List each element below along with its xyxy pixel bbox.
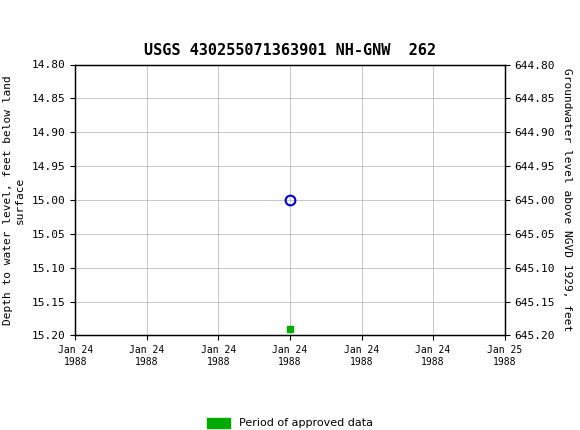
Legend: Period of approved data: Period of approved data	[203, 413, 377, 430]
Y-axis label: Groundwater level above NGVD 1929, feet: Groundwater level above NGVD 1929, feet	[562, 68, 572, 332]
Y-axis label: Depth to water level, feet below land
surface: Depth to water level, feet below land su…	[3, 75, 25, 325]
Text: USGS 430255071363901 NH-GNW  262: USGS 430255071363901 NH-GNW 262	[144, 43, 436, 58]
Text: ≡USGS: ≡USGS	[12, 14, 86, 38]
